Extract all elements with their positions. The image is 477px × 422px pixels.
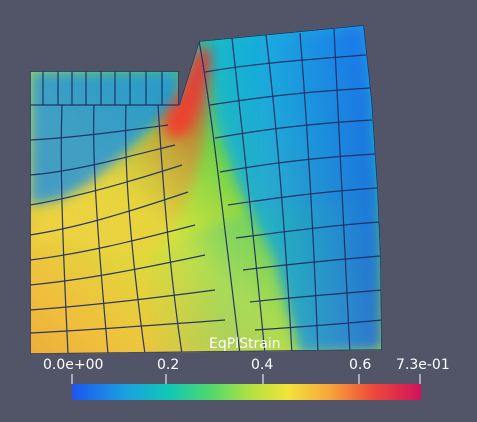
deformed-body <box>30 25 382 354</box>
3d-viewport[interactable] <box>0 0 477 422</box>
